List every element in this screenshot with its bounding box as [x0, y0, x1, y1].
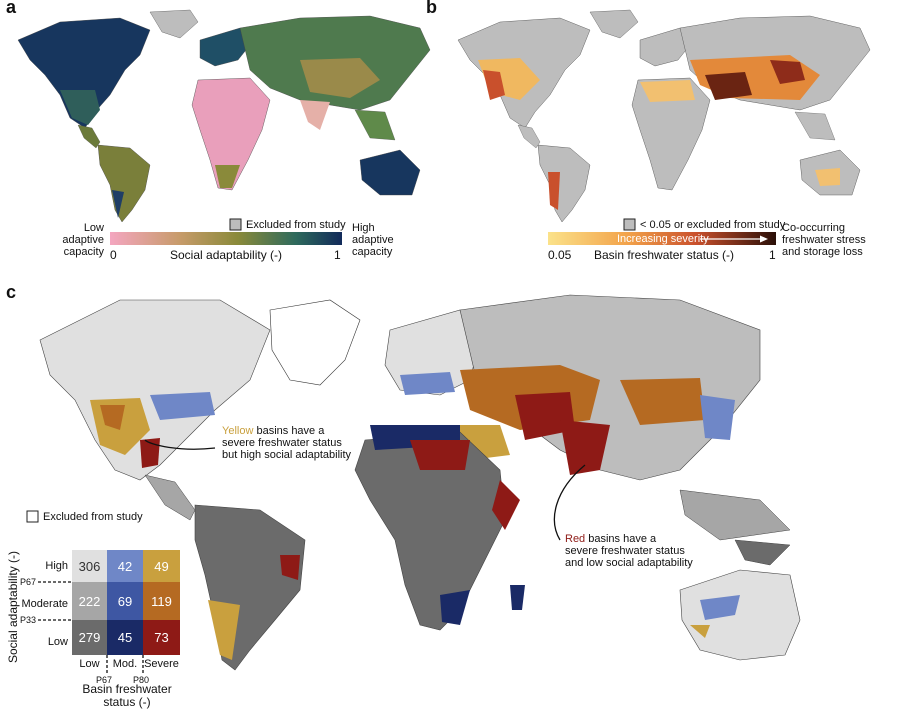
col-label-severe: Severe — [144, 658, 179, 670]
matrix-cell-high-mod: 42 — [107, 550, 143, 582]
excluded-swatch-c — [26, 510, 39, 523]
excluded-swatch-b — [623, 218, 636, 231]
red-annotation: Red basins have a severe freshwater stat… — [565, 533, 705, 569]
threshold-p67-col: P67 — [96, 675, 113, 685]
matrix-cell-low-mod: 45 — [107, 620, 143, 655]
colorbar-b-min: 0.05 — [548, 248, 572, 262]
row-label-high: High — [45, 560, 68, 572]
threshold-p33-row: P33 — [20, 615, 37, 625]
map-b — [457, 9, 871, 223]
matrix-cell-high-low: 306 — [72, 550, 107, 582]
threshold-p67-row: P67 — [20, 577, 37, 587]
matrix-cell-moderate-severe: 119 — [143, 582, 180, 620]
excluded-label-a: Excluded from study — [246, 219, 346, 231]
col-label-low: Low — [79, 658, 100, 670]
low-adaptive-label: Low adaptive capacity — [62, 222, 104, 258]
col-label-mod: Mod. — [112, 658, 138, 670]
yellow-annotation-text: basins have a severe freshwater status b… — [222, 425, 352, 461]
social-adaptability-colorbar — [110, 232, 342, 245]
matrix-cell-moderate-low: 222 — [72, 582, 107, 620]
yellow-annotation: Yellow basins have a severe freshwater s… — [222, 425, 372, 461]
map-c — [39, 294, 801, 671]
colorbar-a-title: Social adaptability (-) — [170, 248, 283, 262]
red-word: Red — [565, 533, 586, 545]
panel-c-letter: c — [6, 282, 17, 302]
x-axis-title: Basin freshwater status (-) — [82, 682, 172, 709]
freshwater-status-colorbar — [548, 232, 776, 245]
matrix-cell-high-severe: 49 — [143, 550, 180, 582]
excluded-label-b: < 0.05 or excluded from study — [640, 219, 786, 231]
row-label-moderate: Moderate — [21, 598, 68, 610]
excluded-swatch-a — [229, 218, 242, 231]
map-a — [17, 9, 431, 223]
severity-arrow-label: Increasing severity — [617, 233, 709, 245]
matrix-cell-low-severe: 73 — [143, 620, 180, 655]
colorbar-b-title: Basin freshwater status (-) — [594, 248, 735, 262]
colorbar-a-max: 1 — [334, 248, 341, 262]
panel-a-letter: a — [6, 0, 17, 17]
colorbar-b-max: 1 — [769, 248, 776, 262]
matrix-cell-low-low: 279 — [72, 620, 107, 655]
red-callout-line — [553, 464, 586, 541]
row-label-low: Low — [47, 636, 68, 648]
yellow-callout-line — [144, 439, 216, 450]
threshold-p80-col: P80 — [133, 675, 150, 685]
severity-arrowhead — [760, 235, 768, 243]
high-adaptive-label: High adaptive capacity — [352, 222, 394, 258]
red-annotation-text: basins have a severe freshwater status a… — [565, 533, 693, 569]
colorbar-a-min: 0 — [110, 248, 117, 262]
panel-b-letter: b — [426, 0, 437, 17]
yellow-word: Yellow — [222, 425, 254, 437]
co-occurring-label: Co-occurring freshwater stress and stora… — [782, 222, 866, 258]
matrix-cell-moderate-mod: 69 — [107, 582, 143, 620]
excluded-label-c: Excluded from study — [43, 511, 143, 523]
